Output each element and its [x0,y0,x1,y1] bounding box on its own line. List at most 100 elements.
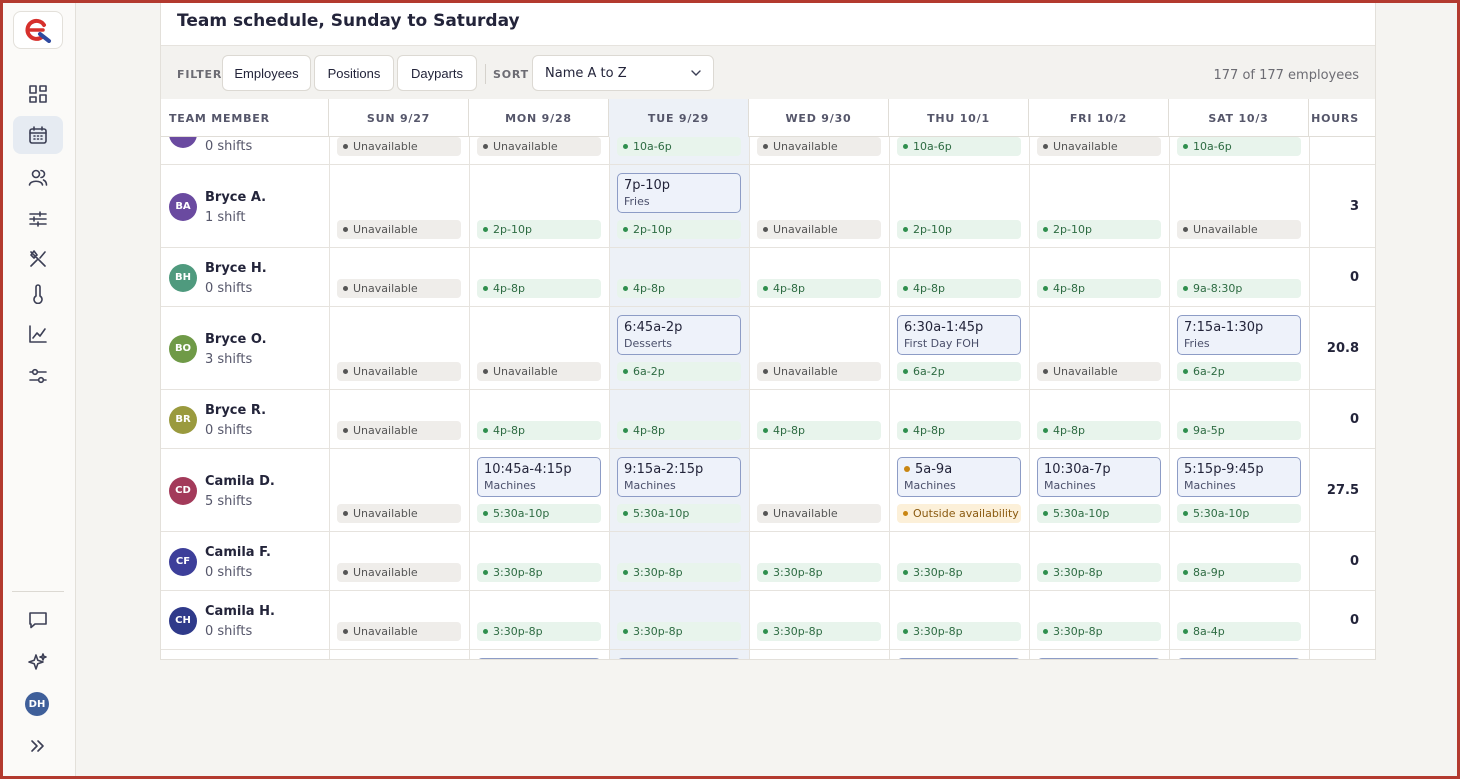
availability-pill[interactable]: 3:30p-8p [617,563,741,582]
shift-card[interactable]: 5a-9a Machines [897,457,1021,497]
column-header-day[interactable]: SUN 9/27 [329,99,469,137]
member-name[interactable]: Bryce A. [205,189,267,205]
filter-employees-button[interactable]: Employees [222,55,311,91]
filter-dayparts-button[interactable]: Dayparts [397,55,477,91]
shift-card[interactable]: 10:30a-7p Machines [1037,457,1161,497]
unavailable-pill[interactable]: Unavailable [757,504,881,523]
availability-pill[interactable]: 3:30p-8p [897,563,1021,582]
shift-card[interactable] [897,658,1021,659]
availability-pill[interactable]: 3:30p-8p [1037,622,1161,641]
nav-ai[interactable] [13,643,63,681]
unavailable-pill[interactable]: Unavailable [477,137,601,156]
unavailable-pill[interactable]: Unavailable [757,137,881,156]
member-name[interactable]: Bryce O. [205,331,267,347]
shift-card[interactable]: 6:45a-2p Desserts [617,315,741,355]
nav-dashboard[interactable] [13,75,63,113]
nav-messages[interactable] [13,601,63,639]
availability-pill[interactable]: 3:30p-8p [757,563,881,582]
shift-card[interactable] [617,658,741,659]
nav-kitchen[interactable] [13,240,63,278]
availability-pill[interactable]: 3:30p-8p [1037,563,1161,582]
member-name[interactable]: Camila D. [205,473,275,489]
shift-card[interactable]: 7p-10p Fries [617,173,741,213]
availability-pill[interactable]: 4p-8p [757,279,881,298]
availability-pill[interactable]: 3:30p-8p [617,622,741,641]
member-name[interactable]: Bryce H. [205,260,267,276]
availability-pill[interactable]: 3:30p-8p [897,622,1021,641]
availability-pill[interactable]: 6a-2p [617,362,741,381]
availability-pill[interactable]: 2p-10p [477,220,601,239]
availability-pill[interactable]: 4p-8p [897,279,1021,298]
availability-pill[interactable]: 4p-8p [1037,279,1161,298]
availability-pill[interactable]: 3:30p-8p [477,563,601,582]
availability-pill[interactable]: 4p-8p [477,279,601,298]
availability-pill[interactable]: 4p-8p [757,421,881,440]
nav-team[interactable] [13,158,63,196]
availability-pill[interactable]: 6a-2p [897,362,1021,381]
nav-controls[interactable] [13,200,63,238]
availability-pill[interactable]: 4p-8p [617,279,741,298]
unavailable-pill[interactable]: Unavailable [337,421,461,440]
availability-pill[interactable]: 8a-9p [1177,563,1301,582]
column-header-day[interactable]: THU 10/1 [889,99,1029,137]
availability-pill[interactable]: 2p-10p [1037,220,1161,239]
availability-pill[interactable]: 3:30p-8p [757,622,881,641]
unavailable-pill[interactable]: Unavailable [757,220,881,239]
unavailable-pill[interactable]: Unavailable [337,563,461,582]
unavailable-pill[interactable]: Unavailable [337,137,461,156]
availability-pill[interactable]: 4p-8p [617,421,741,440]
availability-pill[interactable]: 2p-10p [617,220,741,239]
column-header-day[interactable]: MON 9/28 [469,99,609,137]
nav-settings[interactable] [13,357,63,395]
nav-temperature[interactable] [13,275,63,313]
expand-sidebar-button[interactable] [13,727,63,765]
availability-pill[interactable]: 10a-6p [897,137,1021,156]
brand-logo-icon[interactable] [13,11,63,49]
availability-pill[interactable]: 8a-4p [1177,622,1301,641]
availability-pill[interactable]: 10a-6p [617,137,741,156]
shift-card[interactable] [1177,658,1301,659]
availability-pill[interactable]: 9a-5p [1177,421,1301,440]
availability-pill[interactable]: 4p-8p [477,421,601,440]
availability-pill[interactable]: 2p-10p [897,220,1021,239]
unavailable-pill[interactable]: Unavailable [337,279,461,298]
member-name[interactable]: Camila H. [205,603,275,619]
shift-card[interactable] [477,658,601,659]
unavailable-pill[interactable]: Unavailable [337,622,461,641]
unavailable-pill[interactable]: Unavailable [757,362,881,381]
outside-availability-pill[interactable]: Outside availability [897,504,1021,523]
availability-pill[interactable]: 6a-2p [1177,362,1301,381]
availability-pill[interactable]: 5:30a-10p [617,504,741,523]
availability-pill[interactable]: 10a-6p [1177,137,1301,156]
availability-pill[interactable]: 3:30p-8p [477,622,601,641]
shift-card[interactable]: 5:15p-9:45p Machines [1177,457,1301,497]
nav-reports[interactable] [13,315,63,353]
unavailable-pill[interactable]: Unavailable [1037,137,1161,156]
availability-pill[interactable]: 4p-8p [1037,421,1161,440]
column-header-day[interactable]: SAT 10/3 [1169,99,1309,137]
column-header-day[interactable]: FRI 10/2 [1029,99,1169,137]
filter-positions-button[interactable]: Positions [314,55,394,91]
column-header-hours[interactable]: HOURS [1311,111,1359,125]
unavailable-pill[interactable]: Unavailable [337,220,461,239]
unavailable-pill[interactable]: Unavailable [337,362,461,381]
availability-pill[interactable]: 5:30a-10p [477,504,601,523]
shift-card[interactable]: 10:45a-4:15p Machines [477,457,601,497]
unavailable-pill[interactable]: Unavailable [1177,220,1301,239]
unavailable-pill[interactable]: Unavailable [1037,362,1161,381]
unavailable-pill[interactable]: Unavailable [477,362,601,381]
shift-card[interactable]: 9:15a-2:15p Machines [617,457,741,497]
unavailable-pill[interactable]: Unavailable [337,504,461,523]
availability-pill[interactable]: 5:30a-10p [1037,504,1161,523]
availability-pill[interactable]: 5:30a-10p [1177,504,1301,523]
sort-select[interactable]: Name A to Z [532,55,714,91]
shift-card[interactable]: 6:30a-1:45p First Day FOH [897,315,1021,355]
availability-pill[interactable]: 4p-8p [897,421,1021,440]
column-header-day[interactable]: WED 9/30 [749,99,889,137]
column-header-day-today[interactable]: TUE 9/29 [609,99,749,137]
member-name[interactable]: Camila F. [205,544,271,560]
availability-pill[interactable]: 9a-8:30p [1177,279,1301,298]
shift-card[interactable] [1037,658,1161,659]
member-name[interactable]: Bryce R. [205,402,267,418]
column-header-member[interactable]: TEAM MEMBER [161,99,329,137]
